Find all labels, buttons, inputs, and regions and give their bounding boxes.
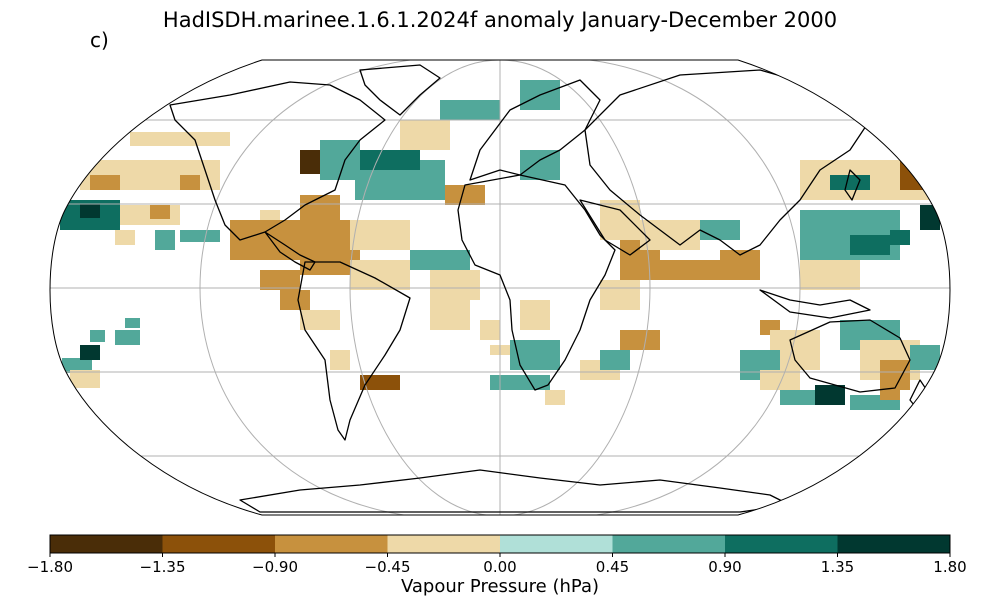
- anomaly-cell: [815, 385, 845, 405]
- anomaly-cell: [410, 250, 470, 270]
- anomaly-cell: [600, 350, 630, 370]
- anomaly-cell: [115, 230, 135, 245]
- anomaly-cell: [130, 132, 230, 146]
- anomaly-cell: [890, 230, 910, 245]
- anomaly-cell: [80, 345, 100, 360]
- colorbar-segment: [725, 535, 838, 553]
- colorbar-segment: [837, 535, 951, 553]
- colorbar-segment: [612, 535, 726, 553]
- colorbar-segment: [387, 535, 501, 553]
- anomaly-cell: [400, 120, 450, 150]
- anomaly-cell: [62, 358, 92, 373]
- anomaly-cell: [440, 100, 500, 120]
- anomaly-cell: [640, 220, 700, 250]
- anomaly-cell: [280, 290, 310, 310]
- colorbar: [49, 534, 951, 557]
- colorbar-tick-label: 0.45: [595, 558, 630, 576]
- colorbar-tick-label: 0.00: [483, 558, 517, 576]
- anomaly-cell: [620, 330, 660, 350]
- anomaly-cell: [880, 385, 900, 400]
- colorbar-tick-label: −1.80: [27, 558, 73, 576]
- colorbar-tick-label: 1.35: [820, 558, 855, 576]
- map-title: HadISDH.marinee.1.6.1.2024f anomaly Janu…: [162, 8, 838, 32]
- anomaly-cell: [800, 260, 860, 290]
- anomaly-cell: [760, 370, 800, 390]
- anomaly-cell: [445, 185, 485, 205]
- anomaly-cell: [115, 330, 140, 345]
- anomaly-cell: [80, 204, 100, 218]
- anomaly-cell: [330, 350, 350, 370]
- anomaly-cell: [180, 230, 220, 242]
- colorbar-segment: [50, 535, 163, 553]
- anomaly-cell: [180, 175, 200, 190]
- anomaly-cell: [70, 370, 100, 388]
- anomaly-cell: [90, 330, 105, 342]
- anomaly-cell: [350, 260, 410, 290]
- anomaly-cell: [155, 230, 175, 250]
- anomaly-cell: [850, 235, 890, 255]
- anomaly-cell: [430, 300, 470, 330]
- colorbar-tick-label: 0.90: [708, 558, 742, 576]
- anomaly-cell: [430, 270, 480, 300]
- anomaly-cell: [520, 150, 560, 180]
- colorbar-label: Vapour Pressure (hPa): [400, 576, 600, 597]
- panel-label: c): [90, 28, 109, 52]
- colorbar-tick-label: −0.90: [252, 558, 298, 576]
- anomaly-cell: [830, 175, 870, 190]
- anomaly-cell: [520, 300, 550, 330]
- anomaly-cell: [350, 220, 410, 250]
- anomaly-cell: [125, 318, 140, 328]
- anomaly-cell: [700, 220, 740, 240]
- colorbar-segment: [500, 535, 613, 553]
- anomaly-cell: [490, 375, 550, 390]
- anomaly-cell: [660, 260, 720, 280]
- anomaly-cell: [300, 310, 340, 330]
- anomaly-cell: [150, 205, 170, 219]
- anomaly-cell: [260, 270, 300, 290]
- colorbar-segment: [162, 535, 276, 553]
- colorbar-tick-label: −0.45: [364, 558, 411, 576]
- anomaly-cell: [600, 280, 640, 310]
- anomaly-cell: [910, 345, 940, 370]
- colorbar-tick-label: 1.80: [933, 558, 967, 576]
- anomaly-cell: [300, 150, 320, 174]
- anomaly-cell: [90, 175, 120, 190]
- anomaly-cell: [480, 320, 500, 340]
- colorbar-tick-label: −1.35: [139, 558, 186, 576]
- anomaly-cell: [920, 205, 940, 230]
- anomaly-cell: [360, 375, 400, 390]
- anomaly-cell: [545, 390, 565, 405]
- colorbar-segment: [275, 535, 388, 553]
- anomaly-cell: [360, 150, 420, 170]
- coastlines: [169, 64, 931, 513]
